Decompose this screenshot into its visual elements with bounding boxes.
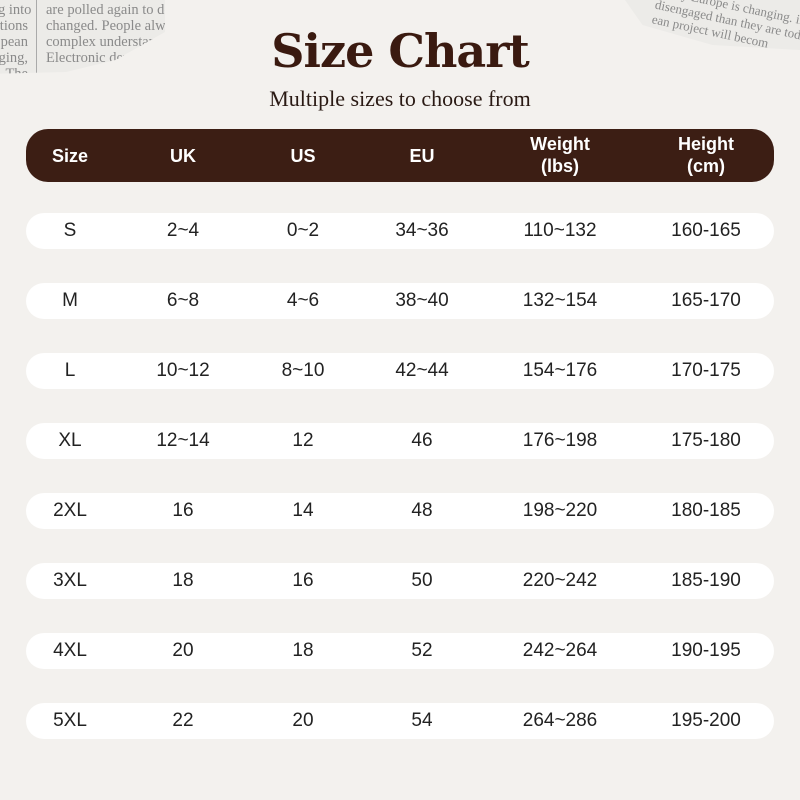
scrap-text: ging, bbox=[0, 50, 28, 66]
table-cell: M bbox=[62, 290, 78, 311]
table-cell: 176~198 bbox=[522, 430, 598, 451]
table-cell: 16 bbox=[292, 570, 314, 591]
table-row: 3XL 18 16 50 220~242 185-190 bbox=[26, 563, 774, 599]
table-cell: 46 bbox=[411, 430, 433, 451]
table-cell: 12 bbox=[292, 430, 314, 451]
table-cell: 18 bbox=[172, 570, 194, 591]
table-cell: 38~40 bbox=[395, 290, 449, 311]
table-cell: 160-165 bbox=[671, 220, 741, 241]
table-cell: 198~220 bbox=[522, 500, 598, 521]
table-cell: 195-200 bbox=[671, 710, 741, 731]
table-row: 2XL 16 14 48 198~220 180-185 bbox=[26, 493, 774, 529]
scrap-text: The bbox=[5, 66, 28, 80]
column-header: Size bbox=[51, 145, 89, 166]
column-header: US bbox=[290, 145, 316, 166]
table-cell: 0~2 bbox=[286, 220, 320, 241]
scrap-text: are polled again to determin bbox=[46, 2, 165, 18]
table-cell: 54 bbox=[411, 710, 433, 731]
table-cell: 22 bbox=[172, 710, 194, 731]
scrap-text: g into bbox=[0, 2, 32, 18]
table-cell: 48 bbox=[411, 500, 433, 521]
table-header: Size UK US EU Weight (lbs) Height (cm) bbox=[26, 129, 774, 182]
table-row: S 2~4 0~2 34~36 110~132 160-165 bbox=[26, 213, 774, 249]
table-cell: 12~14 bbox=[156, 430, 210, 451]
table-cell: 16 bbox=[172, 500, 194, 521]
table-cell: 264~286 bbox=[522, 710, 598, 731]
table-cell: 220~242 bbox=[522, 570, 598, 591]
table-cell: 110~132 bbox=[523, 220, 597, 241]
table-row: M 6~8 4~6 38~40 132~154 165-170 bbox=[26, 283, 774, 319]
table-cell: 34~36 bbox=[395, 220, 449, 241]
table-cell: 14 bbox=[292, 500, 314, 521]
table-cell: 5XL bbox=[53, 710, 87, 731]
table-cell: 42~44 bbox=[395, 360, 449, 381]
table-cell: 20 bbox=[172, 640, 194, 661]
table-row: 5XL 22 20 54 264~286 195-200 bbox=[26, 703, 774, 739]
column-header: EU bbox=[409, 145, 435, 166]
table-cell: 4XL bbox=[53, 640, 87, 661]
page-subtitle: Multiple sizes to choose from bbox=[269, 86, 531, 111]
table-cell: S bbox=[63, 220, 77, 241]
table-row: XL 12~14 12 46 176~198 175-180 bbox=[26, 423, 774, 459]
table-cell: 52 bbox=[411, 640, 433, 661]
column-header: UK bbox=[170, 145, 196, 166]
table-cell: 20 bbox=[292, 710, 314, 731]
table-cell: 18 bbox=[292, 640, 314, 661]
table-cell: 190-195 bbox=[671, 640, 741, 661]
scrap-text: changed. People always de bbox=[46, 18, 165, 34]
table-cell: L bbox=[64, 360, 76, 381]
table-cell: 2XL bbox=[53, 500, 87, 521]
scrap-text: pean bbox=[0, 34, 28, 50]
table-cell: 3XL bbox=[53, 570, 87, 591]
table-row: 4XL 20 18 52 242~264 190-195 bbox=[26, 633, 774, 669]
table-cell: 180-185 bbox=[671, 500, 741, 521]
table-cell: 175-180 bbox=[671, 430, 741, 451]
page-title: Size Chart bbox=[271, 24, 529, 78]
table-cell: 170-175 bbox=[671, 360, 741, 381]
table-cell: 8~10 bbox=[281, 360, 325, 381]
table-cell: 4~6 bbox=[286, 290, 320, 311]
scrap-text: complex understandi bbox=[46, 34, 165, 50]
table-cell: 2~4 bbox=[166, 220, 200, 241]
column-header: Height (cm) bbox=[678, 133, 734, 176]
scrap-text: tions bbox=[0, 18, 28, 34]
table-row: L 10~12 8~10 42~44 154~176 170-175 bbox=[26, 353, 774, 389]
newspaper-scrap-left: g into tions pean ging, The are polled again … bbox=[0, 0, 165, 80]
table-cell: 50 bbox=[411, 570, 433, 591]
table-cell: 242~264 bbox=[522, 640, 598, 661]
table-cell: XL bbox=[58, 430, 82, 451]
table-cell: 10~12 bbox=[156, 360, 210, 381]
table-cell: 154~176 bbox=[522, 360, 598, 381]
table-cell: 132~154 bbox=[522, 290, 598, 311]
table-cell: 165-170 bbox=[671, 290, 741, 311]
table-cell: 185-190 bbox=[671, 570, 741, 591]
column-header: Weight (lbs) bbox=[530, 133, 590, 176]
table-cell: 6~8 bbox=[166, 290, 200, 311]
